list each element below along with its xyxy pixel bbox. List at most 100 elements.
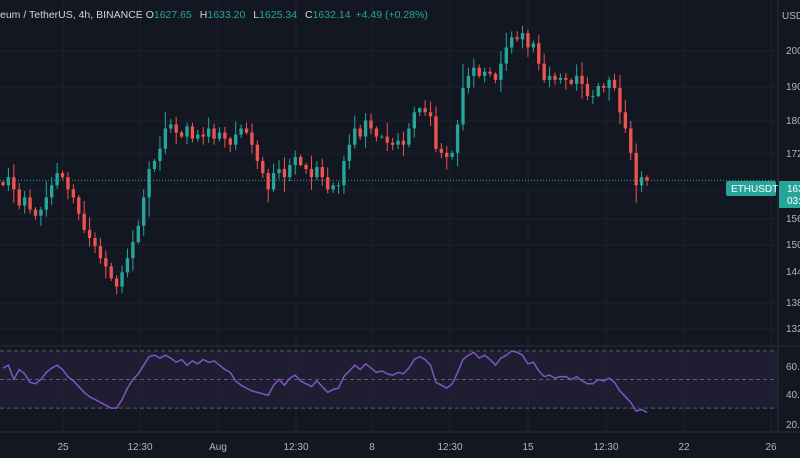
candle[interactable]	[558, 73, 563, 84]
candle[interactable]	[499, 50, 503, 92]
candle[interactable]	[331, 182, 335, 193]
candle[interactable]	[342, 155, 346, 194]
candle[interactable]	[131, 230, 135, 271]
candle[interactable]	[591, 89, 595, 104]
candle[interactable]	[369, 113, 373, 135]
candle[interactable]	[174, 116, 178, 145]
candle[interactable]	[326, 167, 330, 194]
candle[interactable]	[542, 53, 546, 83]
candle[interactable]	[228, 136, 232, 153]
candle[interactable]	[472, 58, 476, 88]
time-axis[interactable]: 25 12:30 Aug 12:30 8 12:30 15 12:30 22 26	[0, 431, 800, 453]
candle[interactable]	[44, 180, 48, 217]
candle[interactable]	[163, 111, 168, 154]
candle[interactable]	[304, 162, 308, 174]
candle[interactable]	[531, 40, 536, 53]
candle[interactable]	[87, 217, 92, 247]
candle[interactable]	[629, 121, 633, 161]
candle[interactable]	[407, 123, 411, 148]
candle[interactable]	[71, 184, 76, 204]
candle[interactable]	[461, 64, 465, 131]
candle[interactable]	[336, 181, 341, 194]
candlestick-series[interactable]	[1, 25, 649, 295]
candle[interactable]	[434, 106, 438, 153]
candle[interactable]	[488, 67, 492, 77]
candle[interactable]	[28, 189, 32, 214]
candle[interactable]	[223, 126, 227, 148]
candle[interactable]	[385, 122, 389, 152]
candle[interactable]	[125, 248, 130, 278]
candle[interactable]	[152, 159, 157, 173]
candle[interactable]	[358, 124, 362, 140]
candle[interactable]	[466, 67, 471, 94]
candle[interactable]	[82, 200, 86, 234]
candle[interactable]	[320, 158, 324, 186]
candle[interactable]	[520, 25, 525, 49]
candle[interactable]	[374, 126, 379, 142]
candle[interactable]	[537, 34, 541, 71]
candle[interactable]	[450, 150, 454, 160]
candle[interactable]	[455, 119, 460, 167]
candle[interactable]	[66, 171, 70, 200]
candle[interactable]	[142, 189, 146, 236]
candle[interactable]	[206, 117, 211, 143]
candle[interactable]	[98, 238, 103, 264]
candle[interactable]	[244, 122, 249, 135]
candle[interactable]	[396, 133, 400, 150]
candle[interactable]	[353, 115, 357, 149]
candle[interactable]	[39, 206, 43, 226]
candle[interactable]	[12, 164, 16, 204]
candle[interactable]	[347, 134, 352, 170]
candle[interactable]	[380, 134, 384, 139]
candle[interactable]	[104, 250, 108, 279]
candle[interactable]	[547, 66, 552, 88]
candle[interactable]	[423, 100, 427, 116]
candle[interactable]	[401, 131, 406, 156]
candle[interactable]	[147, 161, 151, 217]
candle[interactable]	[22, 190, 27, 214]
candle[interactable]	[623, 99, 628, 133]
candle[interactable]	[239, 124, 243, 139]
candle[interactable]	[114, 275, 119, 295]
candle[interactable]	[136, 220, 140, 245]
candle[interactable]	[309, 155, 314, 190]
candle[interactable]	[553, 72, 557, 85]
candle[interactable]	[493, 72, 498, 84]
candle[interactable]	[158, 136, 162, 171]
candle[interactable]	[33, 207, 38, 220]
candle[interactable]	[93, 232, 97, 253]
candle[interactable]	[418, 107, 422, 117]
candle[interactable]	[569, 78, 573, 86]
candle[interactable]	[185, 122, 189, 145]
candle[interactable]	[179, 130, 184, 139]
candle[interactable]	[612, 73, 617, 91]
candle[interactable]	[639, 171, 644, 192]
candle[interactable]	[60, 170, 65, 180]
candle[interactable]	[580, 62, 584, 99]
candle[interactable]	[439, 143, 444, 159]
candle[interactable]	[196, 129, 200, 142]
candle[interactable]	[526, 29, 530, 57]
candle[interactable]	[120, 265, 124, 294]
rsi-line[interactable]	[2, 350, 648, 414]
candle[interactable]	[412, 106, 416, 138]
candle[interactable]	[212, 123, 216, 145]
candle[interactable]	[169, 119, 173, 133]
candle[interactable]	[634, 143, 638, 203]
candle[interactable]	[585, 76, 590, 101]
candle[interactable]	[574, 64, 579, 91]
candle[interactable]	[1, 181, 5, 187]
candle[interactable]	[6, 167, 11, 191]
symbol-title[interactable]: eum / TetherUS, 4h, BINANCE	[0, 9, 143, 21]
candle[interactable]	[277, 160, 281, 180]
candle[interactable]	[363, 113, 368, 148]
candle[interactable]	[482, 67, 487, 83]
candle[interactable]	[515, 31, 519, 42]
candle[interactable]	[271, 163, 276, 192]
candle[interactable]	[445, 146, 449, 170]
candle[interactable]	[645, 175, 649, 186]
candle[interactable]	[55, 162, 59, 189]
candle[interactable]	[266, 168, 270, 203]
candle[interactable]	[477, 64, 481, 79]
candle[interactable]	[282, 157, 287, 192]
